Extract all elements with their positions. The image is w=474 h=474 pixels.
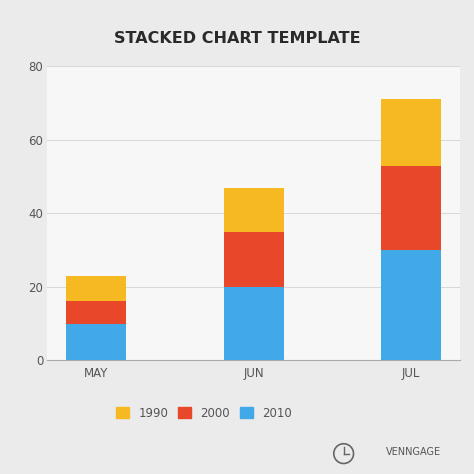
Bar [381, 165, 441, 250]
Legend: 1990, 2000, 2010: 1990, 2000, 2010 [114, 404, 294, 422]
Text: VENNGAGE: VENNGAGE [386, 447, 441, 457]
Bar [66, 276, 126, 301]
Bar [381, 250, 441, 360]
Text: STACKED CHART TEMPLATE: STACKED CHART TEMPLATE [114, 31, 360, 46]
Bar [224, 188, 283, 232]
Bar [66, 301, 126, 323]
Bar [66, 323, 126, 360]
Bar [224, 287, 283, 360]
Bar [224, 232, 283, 287]
Bar [381, 100, 441, 165]
